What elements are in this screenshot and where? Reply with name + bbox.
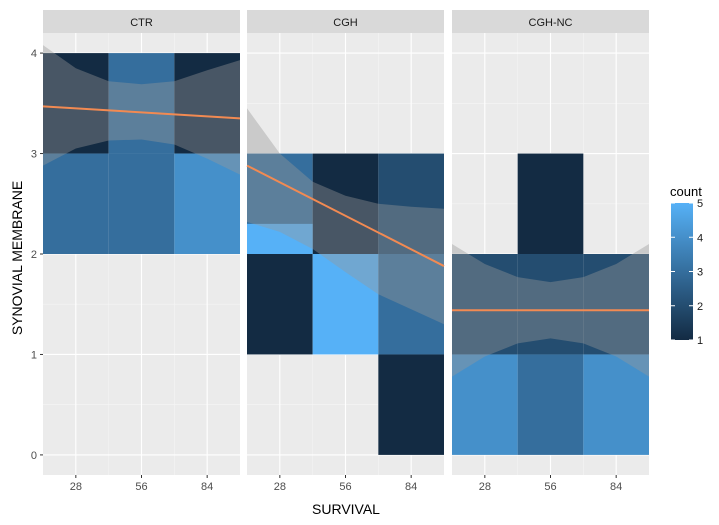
heatmap-tile [583, 254, 649, 355]
legend-tick-label: 4 [697, 232, 703, 244]
heatmap-tile [43, 153, 109, 254]
legend-tick-label: 1 [697, 335, 703, 347]
heatmap-tile [247, 223, 313, 254]
heatmap-tile [312, 254, 379, 355]
x-tick-label: 56 [135, 481, 147, 493]
y-tick-label: 0 [31, 450, 37, 462]
panel-cgh-nc: CGH-NC 28 56 84 [452, 10, 649, 493]
x-tick-label: 56 [544, 481, 556, 493]
y-tick-label: 1 [31, 349, 37, 361]
y-axis-title: SYNOVIAL MEMBRANE [9, 181, 25, 335]
heatmap-tile [378, 354, 444, 455]
facet-panels: 0 1 2 3 4 CTR 28 56 84 CGH 28 56 84 CGH-NC 28 56 84 [31, 10, 649, 493]
x-tick-label: 28 [70, 481, 82, 493]
heatmap-tile [108, 53, 175, 154]
y-tick-label: 3 [31, 149, 37, 161]
heatmap-tile [517, 153, 584, 254]
facet-strip [43, 10, 240, 33]
facet-strip-label: CGH [333, 17, 358, 29]
heatmap-tile [108, 153, 175, 254]
heatmap-tile [174, 153, 240, 254]
facet-strip [247, 10, 444, 33]
confidence-band [43, 45, 240, 175]
heatmap-tile [517, 254, 584, 355]
x-tick-label: 28 [479, 481, 491, 493]
y-tick-label: 4 [31, 48, 37, 60]
panel-cgh: CGH 28 56 84 [246, 10, 445, 493]
heatmap-tile [247, 254, 313, 355]
legend-colorbar [671, 203, 693, 340]
heatmap-tile [583, 354, 649, 455]
legend-title: count [670, 184, 702, 199]
trend-line [42, 105, 241, 120]
color-legend: count 1 2 3 4 5 [670, 184, 703, 347]
legend-tick-label: 2 [697, 301, 703, 313]
x-tick-label: 28 [274, 481, 286, 493]
x-tick-label: 84 [610, 481, 622, 493]
legend-tick-label: 5 [697, 198, 703, 210]
x-tick-label: 84 [201, 481, 213, 493]
heatmap-tile [174, 53, 240, 154]
facet-strip-label: CTR [130, 17, 153, 29]
facet-strip-label: CGH-NC [529, 17, 573, 29]
x-tick-label: 56 [339, 481, 351, 493]
x-axis-title: SURVIVAL [312, 501, 380, 517]
facet-strip [452, 10, 649, 33]
heatmap-tile [43, 53, 109, 154]
trend-line [246, 164, 445, 267]
panel-ctr: CTR 28 56 84 [42, 10, 241, 493]
heatmap-tile [378, 254, 444, 355]
y-tick-label: 2 [31, 249, 37, 261]
heatmap-tile [452, 254, 518, 355]
legend-tick-label: 3 [697, 267, 703, 279]
heatmap-tile [452, 354, 518, 455]
x-tick-label: 84 [405, 481, 417, 493]
heatmap-tile [517, 354, 584, 455]
